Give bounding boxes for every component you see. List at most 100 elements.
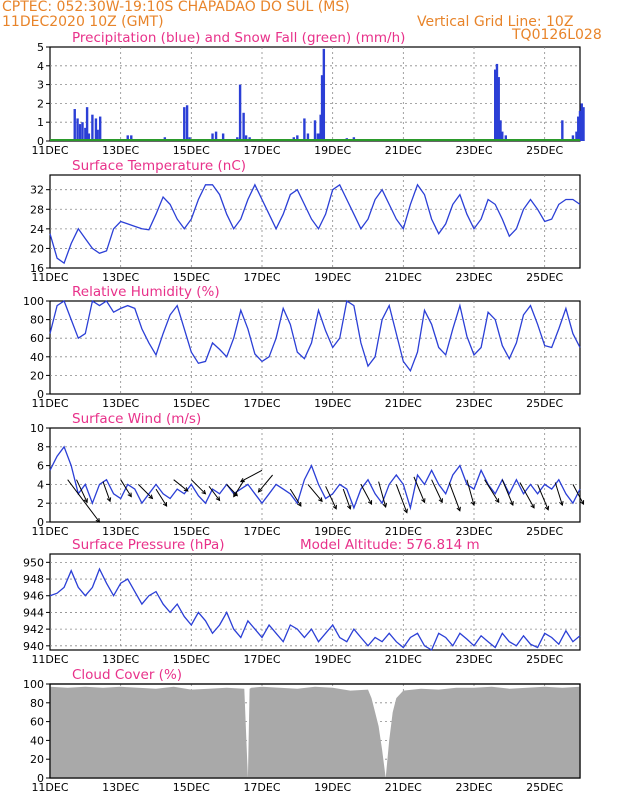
y-tick-label: 940 [23, 640, 44, 653]
x-tick-label: 25DEC [526, 144, 563, 157]
precip-bar [320, 75, 324, 141]
precip-bar [504, 135, 507, 141]
y-tick-label: 3 [37, 79, 44, 92]
wind-arrow-shaft [537, 484, 549, 510]
wind-arrow-shaft [572, 484, 584, 505]
wind-arrow-shaft [155, 488, 168, 507]
x-tick-label: 19DEC [314, 653, 351, 666]
header-grid-note: Vertical Grid Line: 10Z [417, 14, 574, 30]
wind-arrow-head [318, 497, 323, 503]
precip-bar [501, 131, 504, 141]
wind-arrow-shaft [137, 484, 153, 499]
x-tick-label: 15DEC [173, 397, 210, 410]
x-tick-label: 13DEC [102, 781, 139, 794]
panel-frame [49, 174, 581, 269]
x-tick-label: 21DEC [385, 653, 422, 666]
x-tick-label: 23DEC [455, 144, 492, 157]
x-tick-label: 25DEC [526, 781, 563, 794]
wind-arrow-shaft [342, 488, 351, 510]
y-tick-label: 60 [30, 716, 44, 729]
wind-arrow-head [530, 503, 535, 509]
y-tick-label: 60 [30, 332, 44, 345]
wind-arrow-head [509, 501, 514, 507]
wind-arrow-shaft [76, 479, 88, 503]
series-line [49, 445, 581, 511]
x-tick-label: 19DEC [314, 271, 351, 284]
panel-annotation: Model Altitude: 576.814 m [300, 537, 480, 553]
precip-bar [78, 124, 82, 141]
wind-arrow-head [148, 494, 154, 500]
x-tick-label: 21DEC [385, 144, 422, 157]
precip-bar [238, 84, 242, 141]
x-tick-label: 11DEC [31, 271, 68, 284]
wind-arrow-shaft [501, 479, 514, 506]
precip-bar [303, 118, 306, 141]
x-tick-label: 17DEC [243, 525, 280, 538]
wind-arrow-shaft [554, 482, 563, 506]
series-line [49, 567, 581, 651]
wind-arrow-head [332, 504, 337, 510]
y-tick-label: 0 [37, 388, 44, 401]
panel-frame [49, 427, 581, 523]
y-tick-label: 40 [30, 351, 44, 364]
y-tick-label: 20 [30, 753, 44, 766]
wind-arrow-shaft [307, 484, 323, 502]
wind-arrow-shaft [395, 484, 408, 513]
x-tick-label: 21DEC [385, 397, 422, 410]
x-tick-label: 15DEC [173, 525, 210, 538]
wind-arrow-head [579, 500, 585, 506]
precip-bar [316, 133, 320, 141]
y-tick-label: 948 [23, 573, 44, 586]
x-tick-label: 19DEC [314, 397, 351, 410]
x-tick-label: 13DEC [102, 525, 139, 538]
wind-arrow-head [367, 500, 373, 506]
y-tick-label: 20 [30, 369, 44, 382]
x-tick-label: 25DEC [526, 525, 563, 538]
y-tick-label: 1 [37, 116, 44, 129]
wind-arrow-shaft [413, 476, 425, 503]
wind-arrow-head [438, 498, 443, 504]
wind-arrow-head [127, 492, 132, 498]
y-tick-label: 20 [30, 242, 44, 255]
y-tick-label: 80 [30, 697, 44, 710]
wind-arrow-shaft [258, 474, 273, 493]
wind-arrow-shaft [233, 479, 245, 497]
x-tick-label: 13DEC [102, 144, 139, 157]
x-tick-label: 23DEC [455, 397, 492, 410]
y-tick-label: 0 [37, 772, 44, 785]
precip-bar [319, 114, 322, 141]
panel-frame-top [49, 683, 581, 779]
series-line [49, 183, 581, 265]
precip-bar [561, 120, 564, 141]
wind-arrow-shaft [360, 484, 372, 505]
precip-bar [575, 131, 578, 141]
wind-arrow-head [257, 487, 263, 493]
x-tick-label: 23DEC [455, 653, 492, 666]
wind-arrow-shaft [120, 479, 132, 497]
precip-bar [73, 109, 76, 141]
wind-arrow-head [559, 501, 564, 507]
precip-bar [318, 133, 321, 141]
x-tick-label: 11DEC [31, 653, 68, 666]
wind-arrow-head [183, 487, 189, 492]
x-tick-label: 15DEC [173, 144, 210, 157]
y-tick-label: 4 [37, 60, 44, 73]
wind-arrow-shaft [289, 488, 302, 507]
precip-bar [497, 77, 500, 141]
y-tick-label: 2 [37, 97, 44, 110]
x-tick-label: 23DEC [455, 525, 492, 538]
precip-bar [499, 120, 502, 141]
precip-bar [313, 120, 317, 141]
precip-bar [85, 107, 89, 141]
wind-arrow-head [421, 498, 426, 504]
y-tick-label: 0 [37, 135, 44, 148]
y-tick-label: 0 [37, 516, 44, 529]
y-tick-label: 16 [30, 262, 44, 275]
precip-bar [494, 69, 497, 141]
wind-arrow-shaft [431, 479, 443, 503]
wind-arrow-head [215, 496, 221, 502]
precip-bar [306, 133, 310, 141]
panel-title: Cloud Cover (%) [72, 667, 182, 683]
precip-bar [495, 63, 499, 141]
